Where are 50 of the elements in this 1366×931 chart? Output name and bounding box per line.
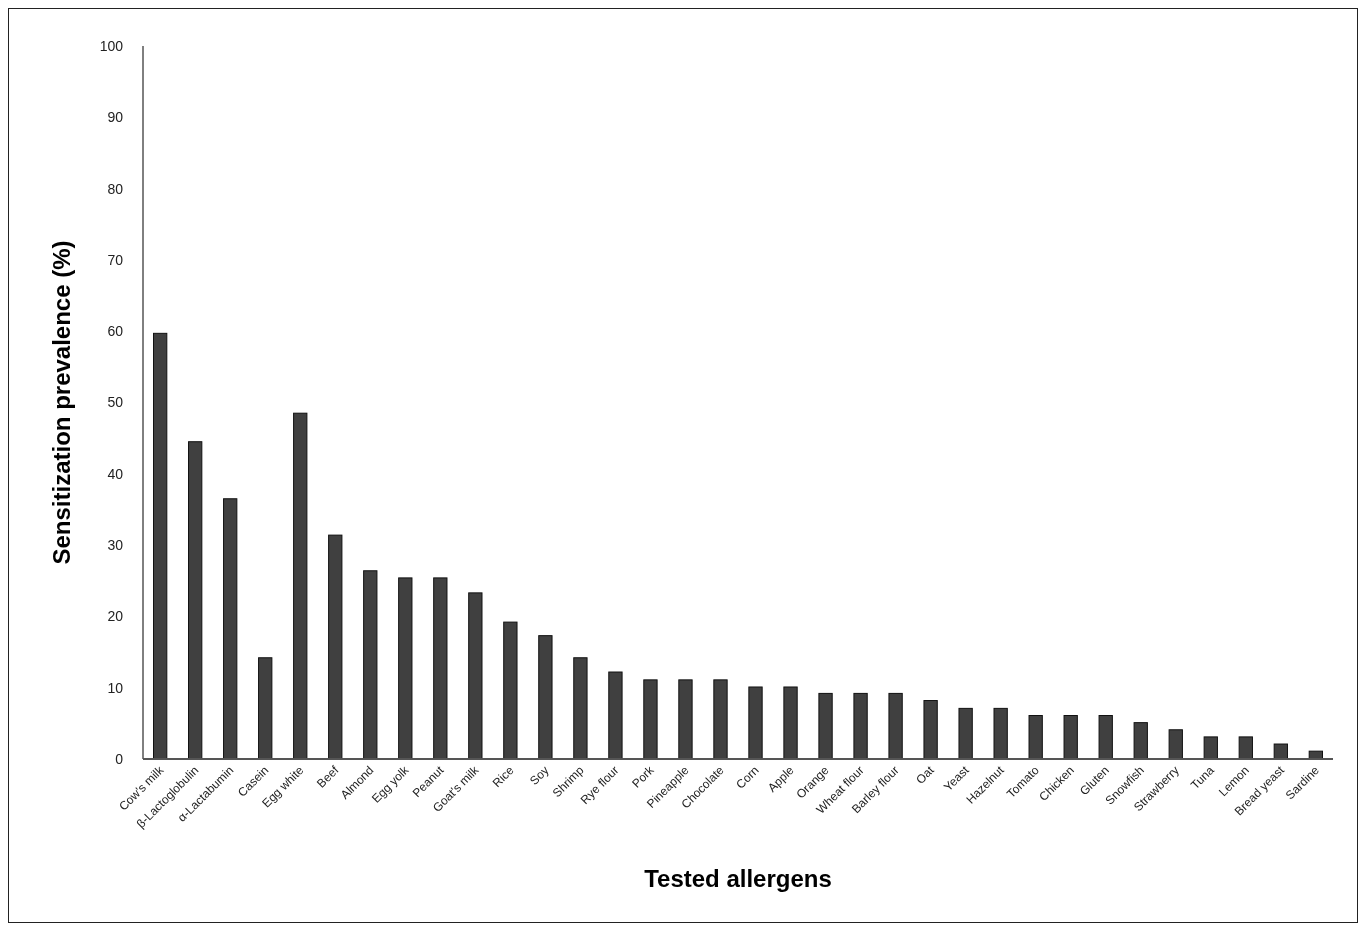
bar — [818, 692, 833, 760]
bar — [713, 679, 728, 760]
x-tick-label: Oat — [913, 762, 938, 787]
y-axis-title: Sensitization prevalence (%) — [48, 240, 75, 565]
bar — [1168, 729, 1183, 760]
y-tick-label: 90 — [107, 109, 124, 126]
bar — [538, 635, 553, 760]
bar — [888, 692, 903, 760]
bar — [1098, 715, 1113, 760]
y-tick-label: 10 — [107, 679, 124, 696]
x-tick-label: Tuna — [1187, 762, 1218, 793]
x-axis-title: Tested allergens — [644, 865, 832, 892]
bar — [783, 686, 798, 760]
bar — [1133, 722, 1148, 760]
bar — [993, 707, 1008, 760]
bar — [1238, 736, 1253, 760]
bar — [503, 621, 518, 760]
bar — [293, 412, 308, 760]
bar — [223, 498, 238, 760]
bar — [1203, 736, 1218, 760]
bar — [433, 577, 448, 760]
bar — [1273, 743, 1288, 760]
y-tick-label: 70 — [107, 251, 124, 268]
bar — [188, 441, 203, 760]
bar — [923, 700, 938, 760]
bar — [398, 577, 413, 760]
bar — [678, 679, 693, 760]
bar — [363, 570, 378, 760]
y-tick-label: 100 — [99, 37, 124, 54]
bar — [958, 707, 973, 760]
bar — [153, 332, 168, 760]
y-tick-label: 0 — [115, 750, 124, 767]
y-tick-label: 20 — [107, 608, 124, 625]
bar — [853, 692, 868, 760]
x-tick-label: Soy — [526, 763, 552, 788]
y-tick-label: 80 — [107, 180, 124, 197]
bar — [643, 679, 658, 760]
bar — [1028, 715, 1043, 760]
y-tick-label: 40 — [107, 465, 124, 482]
x-tick-label: Rice — [489, 763, 517, 791]
bar — [573, 657, 588, 760]
bar — [748, 686, 763, 760]
bar — [608, 671, 623, 760]
y-tick-label: 30 — [107, 537, 124, 553]
y-tick-label: 50 — [107, 394, 124, 411]
y-tick-label: 60 — [107, 323, 124, 340]
bar — [258, 657, 273, 760]
bar — [468, 592, 483, 760]
bar — [1063, 715, 1078, 760]
bar — [328, 534, 343, 760]
